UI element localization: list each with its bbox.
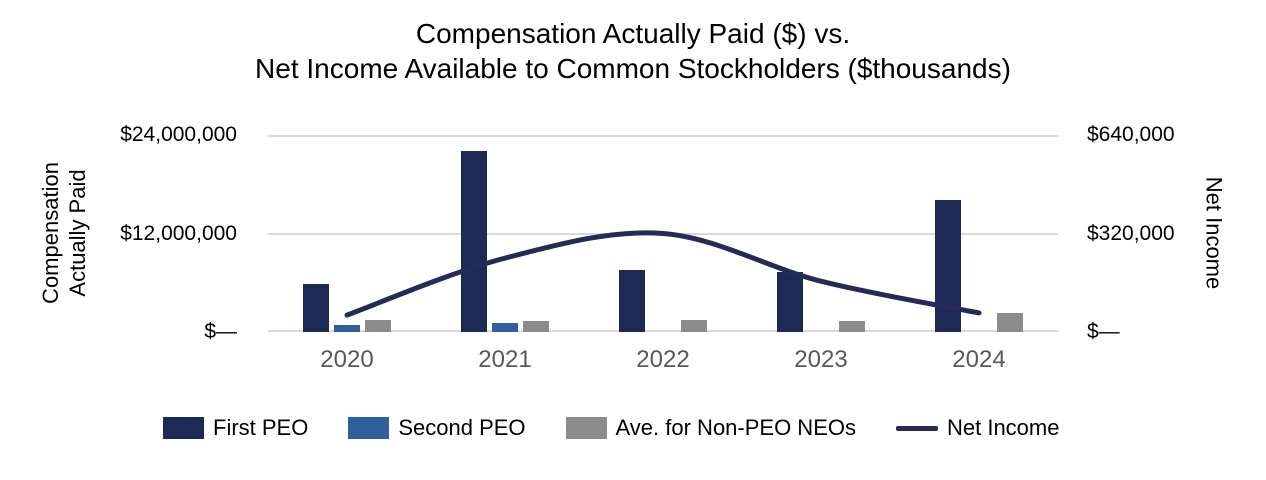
legend: First PEO Second PEO Ave. for Non-PEO NEOs…	[163, 415, 1059, 441]
legend-label-ave-for-non-peo-neos: Ave. for Non-PEO NEOs	[615, 415, 856, 440]
x-axis-label-2020: 2020	[320, 346, 374, 373]
left-axis-tick-label: $24,000,000	[120, 123, 237, 146]
legend-item-net-income: Net Income	[895, 415, 1060, 441]
x-axis-label-2024: 2024	[952, 346, 1006, 373]
legend-item-second-peo: Second PEO	[348, 415, 526, 441]
legend-item-first-peo: First PEO	[163, 415, 308, 441]
right-axis-title: Net Income	[1201, 176, 1227, 290]
right-axis-tick-label: $320,000	[1087, 221, 1175, 245]
series-swatch-icon	[348, 417, 390, 439]
chart-title-line2: Net Income Available to Common Stockhold…	[255, 53, 1011, 84]
legend-label-net-income: Net Income	[946, 415, 1060, 440]
bar-first-peo-2022	[619, 269, 645, 332]
right-axis-tick-label: $640,000	[1087, 123, 1175, 146]
bar-ave-for-non-peo-neos-2022	[681, 319, 707, 332]
net-income-line	[344, 230, 982, 318]
legend-item-ave-for-non-peo-neos: Ave. for Non-PEO NEOs	[565, 415, 856, 441]
left-axis-tick-label: $12,000,000	[120, 221, 237, 245]
chart-title: Compensation Actually Paid ($) vs. Net I…	[0, 16, 1266, 86]
net-income-line-path	[344, 230, 982, 318]
chart-title-line1: Compensation Actually Paid ($) vs.	[415, 18, 851, 49]
plot-area	[268, 135, 1058, 332]
bar-ave-for-non-peo-neos-2023	[839, 321, 865, 332]
series-swatch-icon	[163, 417, 204, 439]
bar-first-peo-2023	[777, 272, 803, 332]
x-axis-label-2022: 2022	[636, 346, 690, 373]
right-axis-tick-label: $—	[1087, 320, 1120, 343]
bar-second-peo-2020	[334, 325, 360, 332]
bar-first-peo-2021	[461, 151, 487, 332]
series-swatch-icon	[565, 417, 607, 439]
bar-ave-for-non-peo-neos-2024	[997, 313, 1023, 332]
x-axis-label-2021: 2021	[478, 346, 532, 373]
bar-first-peo-2020	[303, 283, 329, 332]
legend-label-second-peo: Second PEO	[398, 415, 526, 440]
gridline-0	[268, 330, 1058, 332]
left-axis-tick-label: $—	[204, 320, 237, 343]
bar-ave-for-non-peo-neos-2020	[365, 319, 391, 332]
x-axis-label-2023: 2023	[794, 346, 848, 373]
gridline-24000000	[268, 135, 1058, 137]
bar-second-peo-2021	[492, 322, 518, 332]
line-marker-icon	[895, 425, 938, 431]
legend-label-first-peo: First PEO	[213, 415, 309, 440]
bar-ave-for-non-peo-neos-2021	[523, 321, 549, 332]
